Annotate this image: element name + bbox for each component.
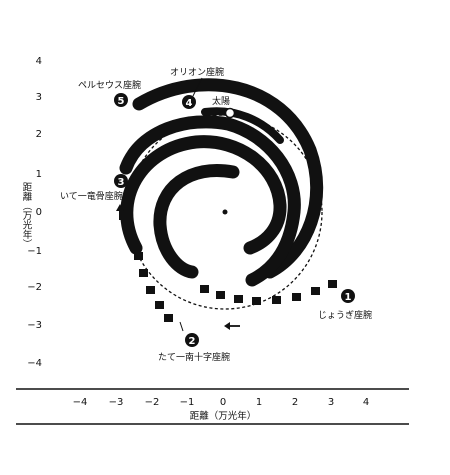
- y-tick-m2: −2: [27, 282, 42, 293]
- up-arrow-icon: [116, 204, 124, 220]
- arm-badge-3: 3: [114, 174, 128, 188]
- dashed-outer-arm: [200, 280, 337, 305]
- arm-badge-2: 2: [185, 333, 199, 347]
- svg-text:4: 4: [186, 98, 193, 109]
- scutum-label: たて一南十字座腕: [158, 351, 230, 363]
- sagittarius-label: いて一竜骨座腕: [60, 190, 123, 202]
- orion-label: オリオン座腕: [170, 66, 224, 78]
- y-tick-2: 2: [36, 129, 42, 140]
- y-tick-m3: −3: [27, 320, 42, 331]
- perseus-arm: [132, 78, 324, 279]
- x-tick-m3: −3: [109, 397, 124, 408]
- norma-dashed-arm: [134, 252, 173, 322]
- svg-text:2: 2: [189, 336, 196, 347]
- arm-badge-1: 1: [341, 289, 355, 303]
- x-tick-1: 1: [256, 397, 262, 408]
- y-tick-0: 0: [36, 207, 42, 218]
- x-tick-0: 0: [220, 397, 226, 408]
- x-tick-2: 2: [292, 397, 298, 408]
- y-axis-title: 距離（万光年）: [21, 182, 33, 249]
- orion-arm: [201, 107, 284, 144]
- sagittarius-carina-arm: [119, 115, 301, 287]
- arm-badge-5: 5: [114, 93, 128, 107]
- y-tick-3: 3: [36, 92, 42, 103]
- y-tick-1: 1: [36, 169, 42, 180]
- norma-inner-arm: [153, 164, 240, 279]
- svg-text:5: 5: [118, 96, 125, 107]
- svg-text:1: 1: [345, 292, 352, 303]
- left-arrow-icon: [224, 322, 240, 330]
- sun-label: 太陽: [212, 95, 230, 107]
- y-tick-4: 4: [36, 56, 42, 67]
- x-tick-3: 3: [328, 397, 334, 408]
- x-axis-title: 距離（万光年）: [190, 410, 257, 422]
- y-tick-m4: −4: [27, 358, 42, 369]
- svg-text:3: 3: [118, 177, 125, 188]
- sun-leader: [211, 109, 227, 117]
- orion-leader: [192, 77, 203, 97]
- galactic-center: [222, 209, 228, 215]
- norma-label: じょうぎ座腕: [318, 309, 372, 321]
- sun-marker: [224, 107, 236, 119]
- arm-badge-4: 4: [182, 95, 196, 109]
- x-tick-m2: −2: [145, 397, 160, 408]
- scutum-crux-arm: [120, 135, 287, 255]
- perseus-label: ペルセウス座腕: [78, 79, 141, 91]
- scutum-leader: [179, 321, 184, 332]
- x-tick-m4: −4: [73, 397, 88, 408]
- x-tick-m1: −1: [180, 397, 195, 408]
- y-tick-m1: −1: [27, 246, 42, 257]
- x-tick-4: 4: [363, 397, 369, 408]
